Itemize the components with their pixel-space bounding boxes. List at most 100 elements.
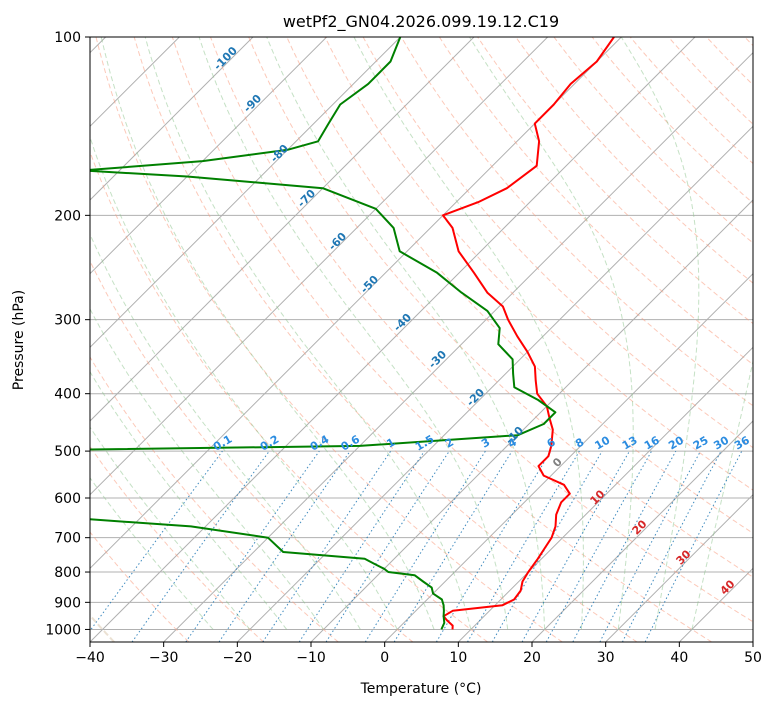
dry-adiabat (515, 37, 753, 284)
x-tick-label: −40 (75, 650, 105, 666)
mixing-ratio-label: 0.4 (308, 432, 332, 453)
mixing-ratio-label: 16 (642, 433, 662, 452)
moist-adiabat (266, 37, 546, 630)
mixing-ratio-line (435, 450, 552, 642)
mixing-ratio-label: 6 (545, 435, 558, 450)
dry-adiabat-label: -50 (358, 273, 381, 296)
y-tick-label: 800 (54, 565, 81, 581)
dry-adiabat (324, 37, 753, 491)
x-tick-label: 0 (380, 650, 389, 666)
moist-adiabat (100, 37, 435, 630)
sounding-traces (90, 37, 615, 630)
y-tick-label: 700 (54, 531, 81, 547)
mixing-ratio-label: 10 (593, 433, 613, 452)
mixing-ratio-label: 2 (443, 436, 456, 451)
mixing-ratio-label: 30 (711, 433, 731, 452)
x-tick-label: 20 (523, 650, 541, 666)
temperature-trace (442, 37, 615, 630)
dry-adiabat-label: -40 (391, 311, 414, 334)
dewpoint-trace (90, 37, 557, 630)
mixing-ratio-line (467, 450, 580, 642)
mixing-ratio-label: 25 (691, 434, 711, 453)
moist-adiabat (620, 37, 700, 630)
y-tick-label: 200 (54, 208, 81, 224)
y-tick-label: 900 (54, 595, 81, 611)
dry-adiabat (400, 37, 753, 407)
isotherm-gridline (90, 37, 401, 349)
dry-adiabat (591, 37, 753, 204)
x-axis: −40 −30 −20 −10 0 10 20 30 40 50 (75, 642, 762, 666)
dry-adiabat-label: 30 (674, 547, 694, 567)
dry-adiabat-label: 10 (588, 487, 608, 507)
mixing-ratio-label: 13 (620, 434, 640, 453)
dry-adiabat (362, 37, 753, 449)
dry-adiabat-label: -30 (426, 348, 449, 371)
x-tick-label: 30 (597, 650, 615, 666)
dry-adiabat (248, 37, 753, 578)
mixing-ratio-line (218, 450, 351, 642)
isotherm-gridline (605, 493, 753, 642)
y-tick-label: 400 (54, 387, 81, 403)
isotherm-gridline (90, 37, 622, 570)
mixing-ratio-line (298, 450, 425, 642)
isotherm-gridline (90, 37, 328, 275)
dry-adiabat (705, 37, 753, 86)
y-tick-label: 100 (54, 30, 81, 46)
x-tick-label: −10 (296, 650, 326, 666)
isotherm-gridline (678, 567, 753, 642)
dry-adiabat (90, 445, 264, 642)
dry-adiabat (90, 259, 414, 642)
mixing-ratio-line (572, 450, 677, 642)
y-tick-label: 1000 (45, 622, 81, 638)
mixing-ratio-line (325, 450, 450, 642)
dry-adiabat-label: -100 (211, 44, 240, 73)
y-tick-label: 600 (54, 491, 81, 507)
mixing-ratio-line (90, 450, 223, 632)
moist-adiabat (90, 426, 251, 630)
dry-adiabat (95, 37, 563, 642)
x-tick-label: 50 (744, 650, 762, 666)
moist-adiabat (468, 37, 634, 630)
dry-adiabat-label: -80 (268, 142, 291, 165)
moist-adiabat (90, 232, 361, 630)
isotherm-gridline (90, 37, 254, 201)
dry-adiabat (477, 37, 753, 325)
dry-adiabat (756, 10, 775, 642)
dry-adiabat-label: -90 (241, 92, 264, 115)
dry-adiabat (629, 37, 753, 165)
mixing-ratio-line (599, 450, 701, 642)
x-tick-label: −20 (223, 650, 253, 666)
moist-adiabat (144, 37, 472, 630)
isotherm-gridline (90, 37, 475, 422)
dry-adiabat (438, 37, 753, 366)
isotherm-gridline (163, 51, 753, 642)
mixing-ratio-label: 36 (732, 433, 752, 452)
x-tick-label: 40 (670, 650, 688, 666)
dry-adiabat (90, 531, 190, 642)
dry-adiabat (286, 37, 753, 534)
plot-frame (89, 36, 754, 643)
mixing-ratio-line (393, 450, 513, 642)
x-axis-label: Temperature (°C) (360, 681, 482, 697)
dry-adiabat (133, 37, 638, 642)
y-axis-label: Pressure (hPa) (11, 290, 27, 390)
moist-adiabat (353, 37, 584, 630)
isotherm-gridline (90, 37, 549, 496)
mixing-ratio-label: 0.1 (211, 433, 234, 454)
mixing-ratio-label: 1.5 (413, 433, 436, 454)
isotherm-gridline (752, 641, 753, 642)
isotherm-gridline (236, 125, 753, 642)
mixing-ratio-line (644, 450, 743, 642)
x-tick-label: −30 (149, 650, 179, 666)
mixing-ratio-line (131, 450, 270, 642)
dry-adiabat-label: 0 (550, 455, 565, 470)
mixing-ratio-label: 0.6 (339, 432, 363, 453)
dry-adiabat-label: -20 (464, 386, 487, 409)
y-tick-label: 500 (54, 444, 81, 460)
dry-adiabat (553, 37, 753, 244)
mixing-ratio-line (621, 450, 722, 642)
dry-adiabat-label: -60 (326, 230, 349, 253)
isotherm-gridline (384, 272, 753, 642)
dry-adiabat (90, 150, 488, 642)
